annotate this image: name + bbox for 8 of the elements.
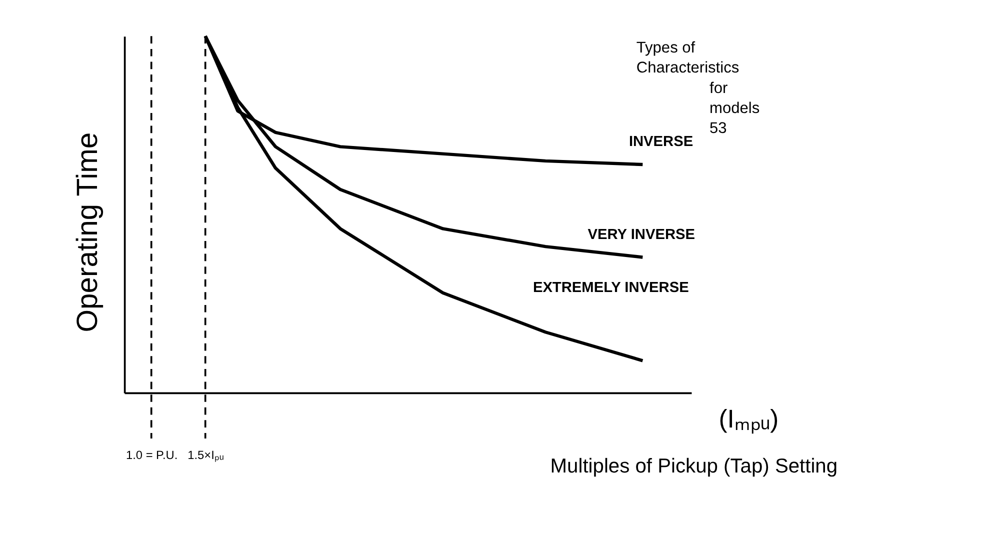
x-tick-label: 1.0 = P.U. <box>126 448 178 462</box>
series-label: INVERSE <box>628 134 694 150</box>
x-axis-title: Multiples of Pickup (Tap) Setting <box>550 455 838 478</box>
series-label: VERY INVERSE <box>588 226 696 243</box>
series-label: EXTREMELY INVERSE <box>532 280 690 296</box>
x-tick-label: 1.5×Iₚᵤ <box>188 448 224 462</box>
y-axis-title: Operating Time <box>72 132 104 332</box>
text: (Iₘₚᵤ) <box>718 405 779 434</box>
